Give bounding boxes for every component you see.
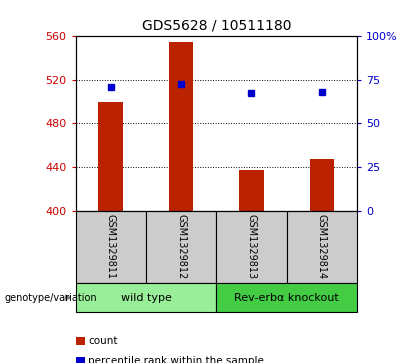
Text: GSM1329814: GSM1329814 [317,214,327,280]
Title: GDS5628 / 10511180: GDS5628 / 10511180 [142,19,291,32]
Bar [76,211,146,283]
Text: GSM1329812: GSM1329812 [176,214,186,280]
Bar [169,42,194,211]
Bar [286,211,357,283]
Text: count: count [88,336,118,346]
Bar [310,159,334,211]
Bar [98,102,123,211]
Bar [216,211,286,283]
Bar [146,211,216,283]
Bar [216,283,357,312]
Bar [239,170,264,211]
Text: Rev-erbα knockout: Rev-erbα knockout [234,293,339,303]
Text: wild type: wild type [121,293,171,303]
Text: genotype/variation: genotype/variation [4,293,97,303]
Text: GSM1329813: GSM1329813 [247,214,257,280]
Text: percentile rank within the sample: percentile rank within the sample [88,356,264,363]
Text: GSM1329811: GSM1329811 [106,214,116,280]
Bar [76,283,216,312]
